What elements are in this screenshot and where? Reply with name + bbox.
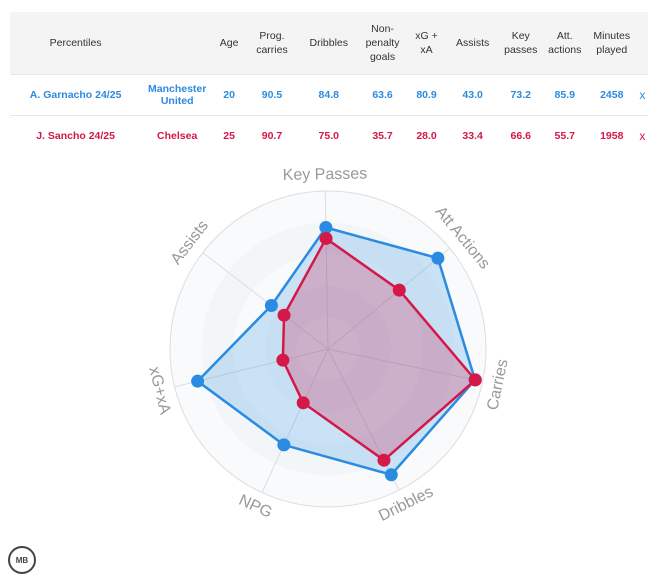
axis-line <box>327 348 400 491</box>
player-name[interactable]: A. Garnacho 24/25 <box>10 74 142 116</box>
team-name[interactable]: Manchester United <box>141 74 214 116</box>
prog-carries: 90.7 <box>244 115 299 156</box>
series-area-1 <box>281 236 478 462</box>
minutes: 2458 <box>586 74 637 116</box>
axis-line <box>327 348 483 382</box>
mb-logo: MB <box>8 546 36 574</box>
header-key-passes: Key passes <box>504 30 538 56</box>
att-actions: 85.9 <box>542 74 587 116</box>
percentiles-table: Percentiles Age Prog. carries Dribbles N… <box>10 12 648 156</box>
table-row: J. Sancho 24/25 Chelsea 25 90.7 75.0 35.… <box>10 115 648 156</box>
table-row: A. Garnacho 24/25 Manchester United 20 9… <box>10 74 648 116</box>
data-point <box>264 298 278 312</box>
axis-label: Key Passes <box>283 166 368 184</box>
npg: 35.7 <box>358 115 407 156</box>
axis-line <box>202 252 329 350</box>
key-passes: 73.2 <box>498 74 543 116</box>
axis-label: Carries <box>484 358 511 412</box>
header-xgxa: xG + xA <box>415 30 438 56</box>
data-point <box>277 438 291 452</box>
xgxa: 28.0 <box>406 115 447 156</box>
data-point <box>319 231 333 245</box>
xgxa: 80.9 <box>406 74 447 116</box>
dribbles: 75.0 <box>298 115 359 156</box>
data-point <box>377 453 391 467</box>
age: 25 <box>213 115 245 156</box>
data-point <box>431 251 445 265</box>
data-point <box>276 353 290 367</box>
team-name[interactable]: Chelsea <box>141 115 214 156</box>
data-point <box>384 468 398 482</box>
axis-label: xG+xA <box>145 365 173 416</box>
key-passes: 66.6 <box>498 115 543 156</box>
header-percentiles: Percentiles <box>49 37 102 49</box>
minutes: 1958 <box>586 115 637 156</box>
header-prog-carries: Prog. carries <box>256 30 288 56</box>
data-point <box>392 283 406 297</box>
header-team <box>141 12 213 75</box>
axis-line <box>261 348 329 493</box>
header-dribbles: Dribbles <box>309 37 348 49</box>
remove-button[interactable]: x <box>636 74 648 116</box>
axis-line <box>324 191 329 350</box>
player-name[interactable]: J. Sancho 24/25 <box>10 115 142 156</box>
header-minutes: Minutes played <box>593 30 631 56</box>
age: 20 <box>213 74 245 116</box>
prog-carries: 90.5 <box>244 74 299 116</box>
npg: 63.6 <box>358 74 407 116</box>
header-npg: Non-penalty goals <box>365 23 400 63</box>
data-point <box>191 374 205 388</box>
data-point <box>296 396 310 410</box>
att-actions: 55.7 <box>542 115 587 156</box>
dribbles: 84.8 <box>298 74 359 116</box>
assists: 33.4 <box>446 115 499 156</box>
data-point <box>319 221 333 235</box>
header-att-actions: Att. actions <box>548 30 582 56</box>
header-age: Age <box>219 37 239 49</box>
data-point <box>468 373 482 387</box>
data-point <box>277 308 291 322</box>
remove-button[interactable]: x <box>636 115 648 156</box>
header-remove <box>637 12 648 75</box>
axis-label: NPG <box>236 492 275 522</box>
assists: 43.0 <box>446 74 499 116</box>
header-assists: Assists <box>456 37 490 49</box>
axis-line <box>327 247 451 350</box>
